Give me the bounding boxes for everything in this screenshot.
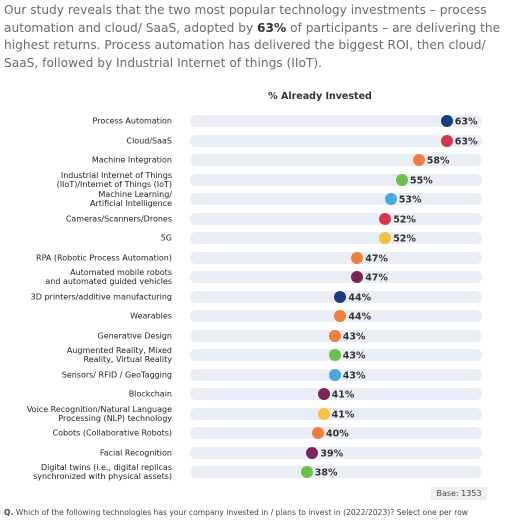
- bar-track: [190, 232, 482, 244]
- value-label: 41%: [331, 389, 355, 401]
- value-label: 53%: [398, 194, 422, 206]
- value-label: 55%: [410, 175, 433, 186]
- dot: [351, 251, 364, 264]
- dot: [379, 232, 392, 244]
- bar-track: [190, 154, 482, 166]
- chart-title: % Already Invested: [268, 91, 372, 102]
- dot: [384, 193, 397, 205]
- intro: Our study reveals that the two most popu…: [4, 2, 504, 72]
- dot: [328, 368, 341, 381]
- dot: [317, 407, 330, 420]
- category-label: 5G: [160, 233, 172, 243]
- footnote: Q. Which of the following technologies h…: [4, 508, 468, 517]
- bar-track: [190, 466, 482, 478]
- dot: [317, 388, 330, 400]
- bar-track: [190, 251, 482, 264]
- value-label: 47%: [365, 253, 388, 264]
- value-label: 63%: [454, 136, 478, 147]
- bar-track: [190, 407, 482, 420]
- value-label: 43%: [342, 350, 366, 362]
- category-label: Voice Recognition/Natural Language Proce…: [26, 404, 172, 423]
- bar-track: [190, 271, 482, 283]
- dot: [328, 349, 341, 361]
- value-label: 47%: [365, 272, 388, 284]
- category-label: Industrial Internet of Things (IIoT)/Int…: [56, 170, 172, 189]
- value-label: 58%: [426, 155, 450, 167]
- bar-track: [190, 173, 482, 186]
- dot: [306, 446, 319, 459]
- footnote-text: Which of the following technologies has …: [13, 508, 468, 517]
- value-label: 52%: [393, 214, 416, 225]
- bar-track: [190, 212, 482, 225]
- category-label: Cloud/SaaS: [126, 136, 172, 145]
- dot: [396, 173, 408, 186]
- value-label: 40%: [326, 428, 349, 440]
- dot: [440, 134, 453, 147]
- category-label: Generative Design: [97, 331, 172, 340]
- intro-text: of participants – are delivering the hig…: [4, 20, 501, 70]
- category-label: Augmented Reality, Mixed Reality, Virtua…: [66, 346, 172, 364]
- value-label: 52%: [393, 233, 416, 245]
- value-label: 41%: [331, 409, 355, 420]
- value-label: 39%: [320, 448, 344, 459]
- bar-track: [190, 388, 482, 400]
- bar-track: [190, 193, 482, 205]
- dot: [334, 310, 347, 322]
- category-label: Sensors/ RFID / GeoTagging: [61, 370, 172, 379]
- category-label: Cobots (Collaborative Robots): [52, 428, 172, 438]
- category-label: Automated mobile robots and automated gu…: [45, 268, 172, 286]
- bar-track: [190, 134, 482, 147]
- dot: [300, 466, 313, 478]
- dot: [334, 290, 347, 303]
- bar-track: [190, 115, 482, 127]
- dot: [440, 115, 453, 127]
- category-label: Machine Learning/ Artificial Intelligenc…: [90, 190, 172, 208]
- value-label: 44%: [348, 292, 372, 303]
- category-label: Blockchain: [128, 389, 172, 399]
- dot: [412, 154, 425, 166]
- value-label: 43%: [342, 370, 366, 381]
- category-label: Process Automation: [92, 116, 172, 126]
- category-label: RPA (Robotic Process Automation): [36, 253, 172, 262]
- intro-text: Our study reveals that the two most popu…: [4, 3, 487, 35]
- footnote-prefix: Q.: [4, 508, 14, 517]
- category-label: Wearables: [130, 311, 172, 321]
- dot: [351, 271, 364, 283]
- value-label: 38%: [314, 467, 338, 479]
- value-label: 44%: [348, 311, 372, 323]
- bar-track: [190, 446, 482, 459]
- dot: [379, 212, 392, 225]
- intro-highlight: 63%: [257, 20, 287, 35]
- category-label: Cameras/Scanners/Drones: [65, 214, 172, 223]
- value-label: 43%: [342, 331, 366, 342]
- base-note: Base: 1353: [431, 487, 487, 500]
- category-label: Digital twins (i.e., digital replicas sy…: [33, 463, 172, 481]
- dot: [312, 427, 324, 439]
- category-label: 3D printers/additive manufacturing: [30, 292, 172, 301]
- dot: [328, 329, 341, 342]
- category-label: Facial Recognition: [99, 448, 172, 457]
- bar-track: [190, 427, 482, 439]
- value-label: 63%: [454, 116, 478, 128]
- category-label: Machine Integration: [91, 155, 172, 165]
